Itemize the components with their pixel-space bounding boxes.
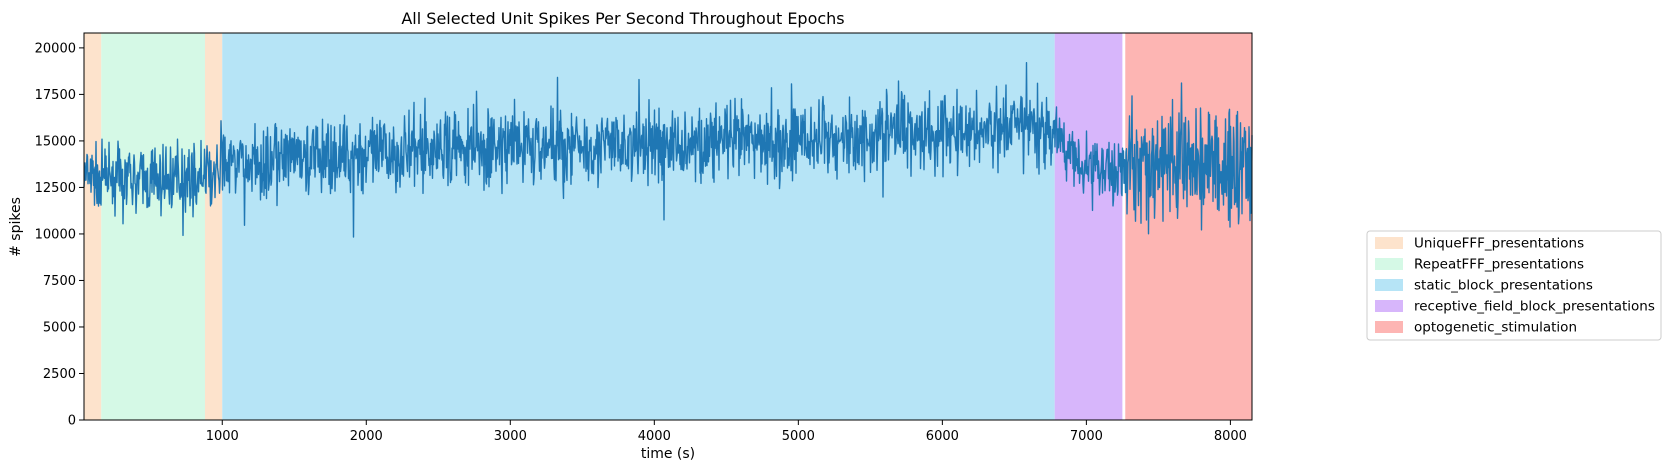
- y-tick-label: 20000: [35, 41, 76, 56]
- epoch-band-0: [84, 33, 102, 420]
- x-tick-label: 2000: [350, 429, 383, 444]
- epoch-band-2: [204, 33, 223, 420]
- x-axis-label: time (s): [641, 446, 695, 462]
- x-tick-label: 3000: [494, 429, 527, 444]
- legend-swatch: [1375, 279, 1403, 291]
- chart-title: All Selected Unit Spikes Per Second Thro…: [401, 9, 844, 28]
- epoch-band-5: [1125, 33, 1252, 420]
- x-tick-label: 8000: [1214, 429, 1247, 444]
- legend-swatch: [1375, 300, 1403, 312]
- epoch-band-1: [101, 33, 205, 420]
- y-tick-label: 15000: [35, 134, 76, 149]
- legend-label: static_block_presentations: [1414, 278, 1593, 294]
- y-axis: 0 2500 5000 7500 10000 12500 15000 17500 20000: [35, 41, 84, 429]
- legend-label: receptive_field_block_presentations: [1414, 299, 1655, 315]
- legend-swatch: [1375, 321, 1403, 333]
- x-tick-label: 7000: [1070, 429, 1103, 444]
- x-tick-label: 5000: [782, 429, 815, 444]
- y-tick-label: 2500: [43, 367, 76, 382]
- y-tick-label: 0: [68, 414, 76, 429]
- legend-swatch: [1375, 258, 1403, 270]
- y-tick-label: 7500: [43, 274, 76, 289]
- y-tick-label: 12500: [35, 181, 76, 196]
- spike-count-line: [83, 62, 1253, 238]
- spike-series: [83, 62, 1253, 238]
- legend-label: optogenetic_stimulation: [1414, 320, 1577, 336]
- x-tick-label: 6000: [926, 429, 959, 444]
- legend-label: RepeatFFF_presentations: [1414, 257, 1584, 273]
- legend-frame: [1366, 230, 1662, 341]
- legend: UniqueFFF_presentations RepeatFFF_present…: [1366, 230, 1662, 341]
- x-axis: 1000 2000 3000 4000 5000 6000 7000 8000: [206, 420, 1247, 444]
- y-tick-label: 5000: [43, 320, 76, 335]
- plot-frame: [83, 32, 1253, 421]
- x-tick-label: 4000: [638, 429, 671, 444]
- epoch-band-4: [1054, 33, 1123, 420]
- y-axis-label: # spikes: [8, 197, 24, 257]
- y-tick-label: 10000: [35, 227, 76, 242]
- epoch-bands: [84, 33, 1252, 420]
- y-tick-label: 17500: [35, 88, 76, 103]
- x-tick-label: 1000: [206, 429, 239, 444]
- legend-label: UniqueFFF_presentations: [1414, 236, 1584, 252]
- legend-swatch: [1375, 237, 1403, 249]
